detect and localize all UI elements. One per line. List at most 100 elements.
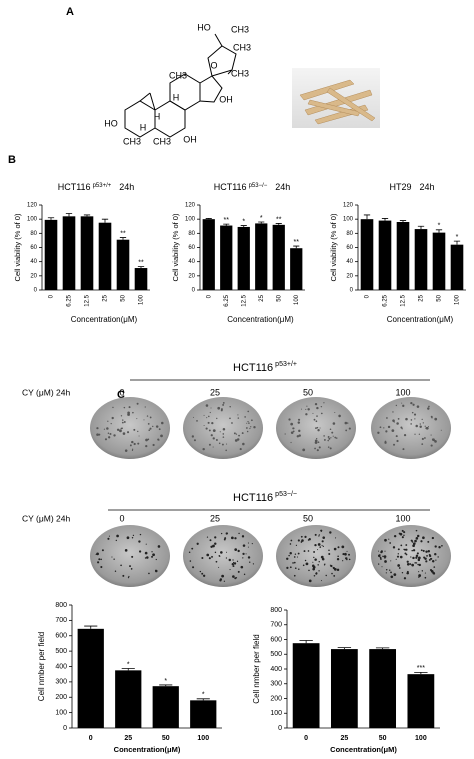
colony	[414, 418, 416, 420]
colony	[405, 548, 408, 551]
x-tick-label: 100	[455, 294, 461, 305]
error-bar	[240, 225, 247, 227]
y-tick-label: 60	[346, 245, 353, 251]
colony	[415, 556, 418, 559]
colony	[335, 437, 337, 439]
colony	[377, 431, 380, 434]
colony	[130, 568, 133, 570]
colony	[404, 548, 406, 551]
colony	[210, 407, 212, 409]
colony	[146, 556, 149, 559]
colony	[146, 415, 149, 417]
colony	[129, 565, 131, 567]
colony	[401, 571, 404, 574]
colony	[378, 563, 380, 565]
colony	[152, 443, 155, 447]
colony	[395, 404, 398, 407]
colony	[151, 555, 154, 558]
colony	[322, 536, 326, 539]
colony	[418, 556, 421, 560]
colony	[242, 442, 245, 446]
colony	[246, 422, 248, 424]
colony	[298, 429, 301, 433]
significance: ***	[417, 665, 425, 672]
significance: *	[260, 215, 263, 222]
colony	[346, 422, 349, 424]
colony	[317, 441, 320, 444]
colony	[433, 572, 436, 575]
colony	[384, 538, 387, 542]
colony	[428, 553, 431, 556]
colony	[306, 405, 308, 407]
x-tick-label: 100	[294, 294, 300, 305]
colony	[137, 442, 140, 445]
header-title: HCT116	[233, 492, 273, 504]
colony	[208, 557, 211, 560]
colony	[234, 439, 238, 442]
colony	[290, 441, 292, 444]
x-tick-label: 50	[437, 294, 443, 301]
colony	[412, 403, 415, 406]
row-label: CY (μM) 24h	[22, 513, 70, 523]
bar	[330, 649, 358, 728]
colony	[145, 444, 148, 448]
colony	[415, 562, 418, 564]
colony	[312, 564, 315, 568]
y-tick-label: 80	[30, 231, 37, 237]
error-bar	[299, 640, 313, 644]
colony	[312, 567, 315, 571]
colony	[320, 580, 322, 582]
colony	[435, 559, 437, 561]
colony	[345, 429, 348, 432]
colony	[384, 550, 386, 552]
colony	[127, 577, 130, 579]
colony	[234, 537, 237, 540]
colony	[294, 553, 297, 555]
bar	[369, 649, 397, 728]
atom-label: CH3	[153, 136, 171, 146]
x-tick-label: 50	[379, 735, 387, 742]
colony	[290, 431, 294, 434]
header-superscript: p53−/−	[275, 491, 297, 498]
colony	[289, 552, 291, 554]
colony	[327, 446, 330, 448]
dose-label: 50	[303, 513, 313, 523]
row-label: CY (μM) 24h	[22, 387, 70, 397]
colony	[222, 433, 225, 435]
colony	[320, 412, 323, 415]
x-tick-label: 100	[139, 294, 145, 305]
y-axis-label: Cell viability (% of 0)	[13, 213, 22, 281]
colony	[240, 565, 244, 569]
colony	[237, 417, 240, 419]
x-tick-label: 12.5	[241, 294, 247, 306]
atom-label: HO	[104, 118, 118, 128]
colony	[389, 569, 391, 571]
colony	[133, 442, 136, 446]
bar	[62, 216, 76, 290]
atom-label: H	[173, 92, 180, 102]
error-bar	[363, 214, 371, 220]
atom-label: H	[140, 122, 147, 132]
colony	[420, 549, 423, 552]
x-axis-label: Concentration(μM)	[71, 315, 138, 324]
colony	[144, 551, 148, 555]
colony	[314, 402, 318, 406]
colony	[432, 438, 435, 442]
colony	[158, 428, 161, 431]
error-bar	[84, 625, 98, 629]
bar	[407, 674, 435, 728]
y-tick-label: 20	[30, 273, 37, 279]
colony	[386, 417, 388, 419]
bar	[134, 268, 148, 290]
colony	[416, 534, 420, 538]
colony	[313, 418, 316, 421]
colony	[317, 549, 319, 551]
colony	[293, 561, 296, 564]
colony	[385, 430, 388, 433]
colony	[307, 550, 310, 552]
colony	[290, 539, 293, 542]
colony	[107, 432, 110, 435]
y-tick-label: 200	[270, 695, 282, 702]
colony	[317, 564, 319, 566]
colony	[403, 534, 405, 537]
